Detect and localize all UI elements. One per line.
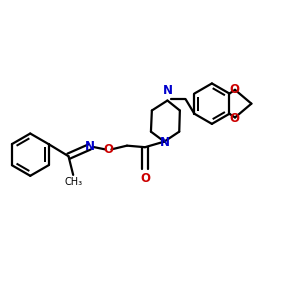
Text: CH₃: CH₃ (64, 177, 82, 188)
Text: O: O (140, 172, 150, 185)
Text: N: N (162, 84, 172, 98)
Text: O: O (103, 143, 114, 156)
Text: O: O (230, 112, 239, 124)
Text: N: N (85, 140, 95, 153)
Text: O: O (230, 83, 239, 96)
Text: N: N (160, 136, 170, 149)
